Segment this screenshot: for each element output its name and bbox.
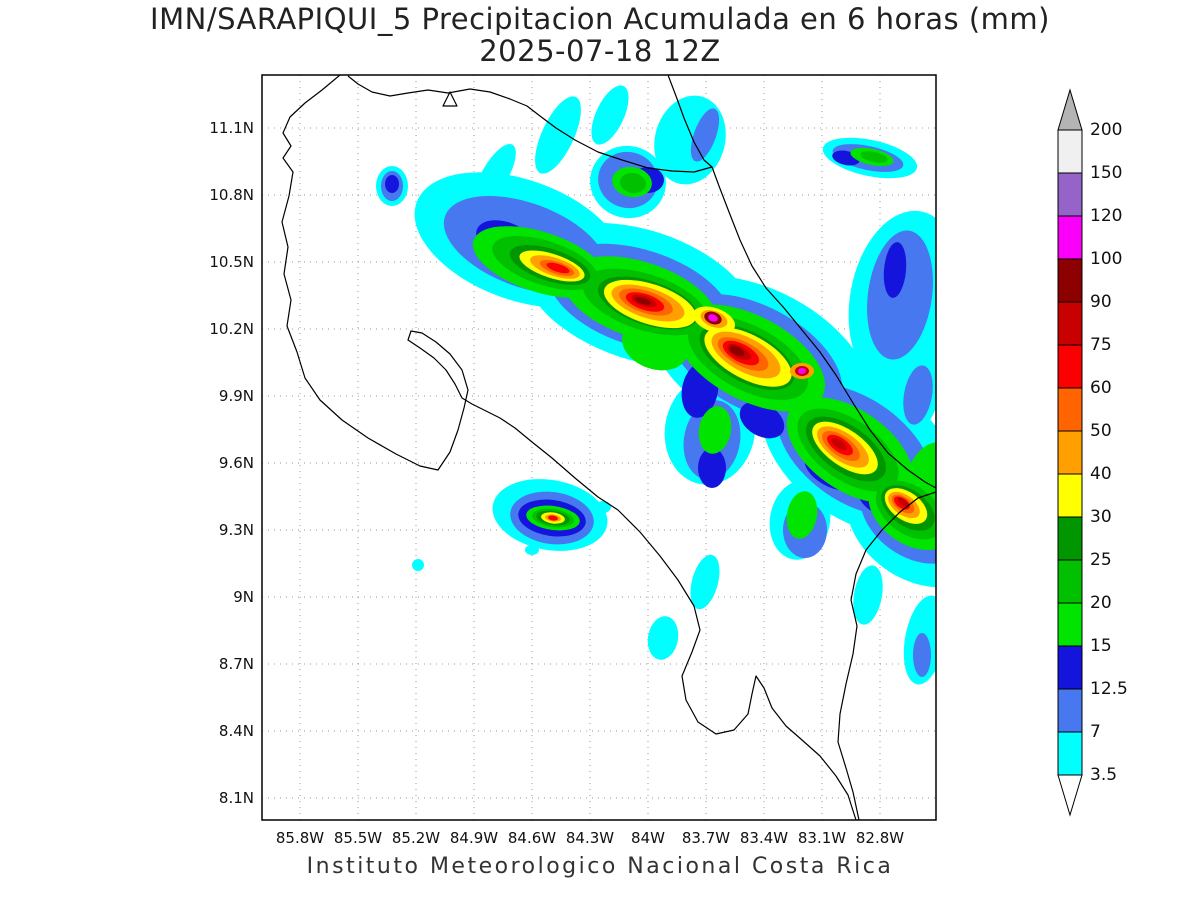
precip-contour-blob: [595, 501, 611, 513]
colorbar-tick-label: 25: [1090, 550, 1112, 570]
colorbar-segment: [1057, 215, 1083, 260]
ometepe-island-icon: [442, 91, 458, 107]
lat-tick-label: 11.1N: [209, 119, 254, 137]
colorbar-segment: [1057, 688, 1083, 733]
colorbar-tick-label: 100: [1090, 249, 1123, 269]
lat-tick-label: 8.7N: [218, 655, 254, 673]
precip-contour-blob: [883, 242, 907, 298]
colorbar-tick-label: 120: [1090, 206, 1123, 226]
colorbar-segment: [1057, 559, 1083, 604]
colorbar-tick-label: 90: [1090, 292, 1112, 312]
precip-contour-blob: [525, 545, 539, 555]
lat-tick-label: 9.9N: [218, 387, 254, 405]
lat-tick-label: 9.6N: [218, 454, 254, 472]
colorbar-tick-label: 3.5: [1090, 765, 1118, 785]
precip-contour-blob: [913, 633, 931, 677]
colorbar-segment: [1057, 387, 1083, 432]
colorbar-tick-label: 200: [1090, 120, 1123, 140]
colorbar-tick-label: 50: [1090, 421, 1112, 441]
precip-contour-blob: [897, 497, 909, 507]
precip-contour-blob: [729, 345, 745, 357]
colorbar-segment: [1057, 301, 1083, 346]
precip-contour-blob: [831, 437, 847, 451]
colorbar-segment: [1057, 344, 1083, 389]
caribbean-coastline: [667, 75, 936, 489]
lat-tick-label: 10.5N: [209, 253, 254, 271]
costa-rica-outline: [281, 75, 936, 820]
precip-contour-blob: [412, 559, 424, 571]
lon-tick-label: 85.5W: [333, 829, 383, 847]
lon-tick-label: 85.8W: [275, 829, 325, 847]
precip-contour-blob: [546, 262, 570, 274]
lon-tick-label: 84W: [631, 829, 665, 847]
lat-tick-label: 10.8N: [209, 186, 254, 204]
colorbar-tick-label: 40: [1090, 464, 1112, 484]
colorbar-tick-label: 60: [1090, 378, 1112, 398]
precip-contour-blob: [867, 230, 933, 360]
colorbar-segment: [1057, 430, 1083, 475]
lat-tick-label: 8.1N: [218, 789, 254, 807]
pacific-coastline: [281, 75, 857, 820]
lat-tick-label: 9.3N: [218, 521, 254, 539]
precip-contour-blob: [698, 406, 732, 454]
colorbar-tick-label: 75: [1090, 335, 1112, 355]
colorbar-under-arrow: [1057, 774, 1083, 817]
precip-contour-blob: [591, 85, 629, 145]
colorbar-segment: [1057, 731, 1083, 776]
colorbar-tick-label: 7: [1090, 722, 1101, 742]
source-caption: Instituto Meteorologico Nacional Costa R…: [306, 854, 894, 879]
precip-contour-blob: [620, 172, 646, 194]
lon-tick-label: 83.4W: [739, 829, 789, 847]
precip-contour-blob: [698, 448, 726, 488]
colorbar-segment: [1057, 473, 1083, 518]
chart-valid-time: 2025-07-18 12Z: [479, 34, 721, 68]
colorbar-segment: [1057, 172, 1083, 217]
colorbar-segment: [1057, 129, 1083, 174]
colorbar-segment: [1057, 602, 1083, 647]
colorbar-over-arrow: [1057, 88, 1083, 131]
precip-contour-blob: [474, 144, 516, 206]
precip-contour-blob: [635, 297, 651, 305]
precip-contour-blob: [535, 96, 581, 174]
lon-tick-label: 83.7W: [681, 829, 731, 847]
precip-contour-blob: [907, 442, 936, 498]
lon-tick-label: 84.9W: [449, 829, 499, 847]
colorbar-segment: [1057, 645, 1083, 690]
chart-title: IMN/SARAPIQUI_5 Precipitacion Acumulada …: [150, 2, 1050, 36]
lon-tick-label: 84.6W: [507, 829, 557, 847]
precip-contour-blob: [798, 368, 806, 374]
lat-tick-label: 10.2N: [209, 320, 254, 338]
precip-contour-blob: [708, 314, 718, 322]
panama-border: [837, 491, 936, 820]
lat-tick-label: 9N: [233, 588, 254, 606]
precip-contour-blob: [786, 491, 818, 539]
lat-tick-label: 8.4N: [218, 722, 254, 740]
lon-tick-label: 82.8W: [855, 829, 905, 847]
colorbar-tick-label: 150: [1090, 163, 1123, 183]
nicaragua-border: [347, 75, 713, 173]
lon-tick-label: 84.3W: [565, 829, 615, 847]
precip-contour-blob: [853, 565, 883, 625]
colorbar-tick-label: 20: [1090, 593, 1112, 613]
colorbar: [1057, 88, 1083, 817]
colorbar-tick-label: 30: [1090, 507, 1112, 527]
precip-contour-blob: [385, 175, 399, 193]
colorbar-segment: [1057, 516, 1083, 561]
precip-contour-blob: [690, 554, 720, 610]
lon-tick-label: 83.1W: [797, 829, 847, 847]
precip-contour-blob: [647, 616, 679, 660]
colorbar-segment: [1057, 258, 1083, 303]
colorbar-tick-label: 15: [1090, 636, 1112, 656]
map-frame: [261, 74, 937, 821]
lon-tick-label: 85.2W: [391, 829, 441, 847]
precip-contour-blob: [860, 151, 888, 163]
precip-contour-blob: [903, 365, 933, 425]
precip-contour-blob: [739, 401, 785, 439]
colorbar-tick-label: 12.5: [1090, 679, 1128, 699]
precipitation-field: [376, 85, 936, 685]
precip-contour-blob: [548, 515, 558, 521]
